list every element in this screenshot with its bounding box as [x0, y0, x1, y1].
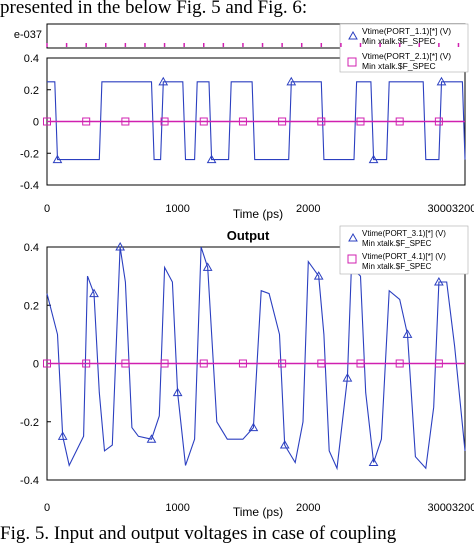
input-square-marker [43, 117, 51, 126]
input-square-marker [278, 117, 287, 126]
input-y-tick-label: -0.4 [20, 180, 39, 192]
output-x-tick-label: 30003200 [427, 502, 474, 514]
output-legend-triangle-icon [348, 232, 358, 242]
input-legend-entry-2-line1: Vtime(PORT_2.1)[*] (V) [362, 51, 451, 61]
input-legend-triangle-icon [348, 30, 358, 40]
output-square-marker [278, 359, 287, 368]
output-legend-entry-2-line1: Vtime(PORT_4.1)[*] (V) [362, 252, 446, 261]
output-legend-square-icon [347, 254, 357, 264]
output-triangle-marker [279, 440, 290, 449]
input-triangle-marker [286, 76, 297, 86]
output-x-tick-label: 0 [44, 502, 50, 514]
output-triangle-marker [368, 457, 379, 467]
input-x-tick-label: 0 [44, 203, 50, 215]
top-strip-label: e-037 [14, 29, 42, 41]
input-legend: Vtime(PORT_1.1)[*] (V) Min xtalk.$F_SPEC… [339, 23, 469, 73]
output-legend-entry-2-line2: Min xtalk.$F_SPEC [362, 262, 432, 271]
output-square-marker [43, 359, 51, 368]
input-x-tick-label: 2000 [296, 203, 320, 215]
input-y-tick-label: 0 [33, 117, 39, 129]
output-square-marker [160, 359, 169, 368]
input-triangle-marker [436, 76, 447, 86]
input-y-tick-label: 0.2 [24, 85, 39, 97]
input-legend-square-icon [347, 57, 357, 67]
input-x-axis-label: Time (ps) [233, 207, 283, 221]
input-triangle-marker [206, 154, 217, 164]
input-y-tick-label: 0.4 [24, 53, 39, 65]
input-square-marker [160, 117, 169, 126]
output-square-marker [121, 359, 130, 368]
output-legend: Vtime(PORT_3.1)[*] (V) Min xtalk.$F_SPEC… [339, 225, 469, 275]
input-square-marker [82, 117, 91, 126]
input-triangle-marker [368, 154, 379, 164]
input-legend-entry-1-line1: Vtime(PORT_1.1)[*] (V) [362, 26, 451, 36]
input-chart: 0.4 0.2 0 -0.2 -0.4 0 1000 2000 30003200 Time (p… [20, 23, 474, 221]
output-triangle-marker [89, 288, 99, 298]
input-x-tick-label: 30003200 [427, 203, 474, 215]
output-triangle-marker [313, 271, 324, 280]
output-y-tick-label: -0.4 [20, 475, 39, 487]
output-series-line-1 [46, 246, 466, 471]
output-y-tick-label: 0.4 [24, 242, 39, 254]
input-triangle-marker [52, 154, 63, 164]
input-series-line-1 [47, 81, 466, 161]
output-y-tick-label: 0 [33, 359, 39, 371]
caption-top: presented in the below Fig. 5 and Fig. 6… [0, 0, 308, 18]
output-triangle-marker [248, 422, 259, 432]
output-square-marker [238, 359, 247, 368]
output-chart: Output 0.40.20-0.2-0.40 1000 2000 30003200 … [20, 225, 474, 519]
output-triangle-marker [57, 431, 68, 440]
output-triangle-marker [342, 373, 353, 382]
input-legend-entry-2-line2: Min xtalk.$F_SPEC [362, 61, 436, 71]
output-square-marker [434, 359, 443, 368]
output-legend-entry-1-line1: Vtime(PORT_3.1)[*] (V) [362, 229, 446, 238]
output-x-axis-label: Time (ps) [233, 505, 283, 519]
output-chart-title: Output [227, 228, 270, 243]
output-triangle-marker [115, 241, 126, 251]
input-square-marker [434, 117, 443, 126]
input-square-marker [317, 117, 326, 126]
output-x-tick-label: 2000 [296, 502, 320, 514]
output-square-marker [395, 359, 404, 368]
input-legend-entry-1-line2: Min xtalk.$F_SPEC [362, 36, 436, 46]
output-x-tick-label: 1000 [165, 502, 189, 514]
input-square-marker [199, 117, 208, 126]
output-legend-entry-1-line2: Min xtalk.$F_SPEC [362, 239, 432, 248]
input-y-tick-label: -0.2 [20, 148, 39, 160]
input-square-marker [395, 117, 404, 126]
output-triangle-marker [172, 387, 183, 397]
output-square-marker [356, 359, 365, 368]
input-square-marker [356, 117, 365, 126]
output-square-marker [199, 359, 208, 368]
output-y-tick-label: 0.2 [24, 300, 39, 312]
output-triangle-marker [402, 329, 413, 338]
output-triangle-marker [202, 262, 213, 271]
output-square-marker [317, 359, 326, 368]
input-x-tick-label: 1000 [165, 203, 189, 215]
input-square-marker [238, 117, 247, 126]
output-triangle-marker [146, 434, 157, 443]
output-triangle-marker [434, 276, 444, 286]
input-triangle-marker [158, 76, 169, 86]
output-y-tick-label: -0.2 [20, 417, 39, 429]
input-square-marker [121, 117, 130, 126]
output-square-marker [82, 359, 91, 368]
